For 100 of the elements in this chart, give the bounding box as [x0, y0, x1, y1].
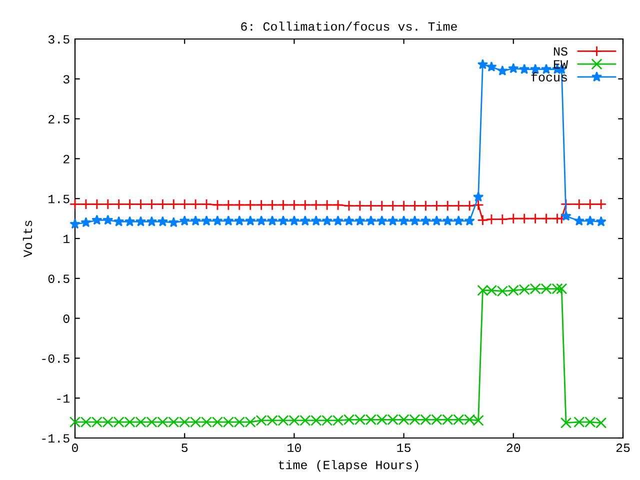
point — [366, 215, 376, 226]
point — [190, 215, 201, 226]
point — [114, 216, 124, 226]
point — [496, 214, 508, 225]
point — [146, 216, 158, 226]
point — [124, 198, 136, 210]
point — [409, 215, 420, 226]
point — [376, 200, 388, 212]
point — [222, 199, 234, 211]
point — [179, 215, 190, 226]
point — [486, 214, 498, 225]
y-tick-label: -1 — [57, 394, 70, 403]
y-tick-label: 0 — [63, 314, 70, 323]
point — [420, 200, 432, 212]
point — [212, 199, 224, 211]
point — [266, 215, 278, 226]
point — [388, 215, 398, 226]
point — [398, 200, 410, 212]
point — [288, 215, 300, 226]
point — [574, 215, 584, 226]
point — [477, 58, 488, 70]
point — [473, 191, 484, 202]
y-tick-label: 2.5 — [48, 114, 70, 124]
point — [80, 198, 92, 210]
legend-label: NS — [554, 47, 568, 56]
point — [518, 212, 530, 224]
point — [244, 199, 256, 211]
point — [168, 198, 180, 210]
point — [508, 62, 519, 74]
point — [530, 212, 541, 224]
x-tick-label: 5 — [182, 444, 188, 452]
point — [354, 200, 366, 212]
y-tick-label: 3 — [63, 75, 70, 84]
point — [266, 199, 278, 211]
point — [310, 215, 322, 226]
point — [453, 200, 464, 212]
x-tick-label: 0 — [72, 444, 78, 452]
point — [540, 212, 552, 224]
point — [322, 215, 332, 226]
legend-label: EW — [554, 60, 568, 68]
x-tick-label: 20 — [506, 444, 520, 452]
point — [596, 216, 606, 226]
point — [431, 215, 442, 226]
point — [201, 215, 212, 226]
point — [477, 214, 488, 226]
point — [560, 417, 572, 428]
y-tick-label: 0.5 — [48, 274, 70, 284]
point — [91, 198, 102, 210]
point — [278, 215, 289, 226]
point — [70, 218, 80, 229]
point — [256, 215, 267, 226]
y-axis-title: Volts — [22, 220, 32, 258]
point — [124, 216, 136, 226]
point — [288, 199, 300, 211]
point — [472, 199, 484, 211]
point — [376, 215, 388, 226]
point — [113, 198, 124, 210]
x-tick-label: 25 — [616, 444, 630, 452]
x-tick-label: 15 — [397, 444, 411, 452]
point — [146, 198, 158, 210]
point — [453, 215, 464, 226]
point — [442, 200, 454, 212]
point — [332, 199, 344, 211]
point — [157, 216, 168, 226]
point — [179, 198, 190, 210]
point — [332, 215, 344, 226]
point — [310, 199, 322, 211]
point — [387, 200, 398, 212]
point — [80, 216, 92, 228]
point — [102, 214, 114, 225]
point — [365, 200, 376, 212]
point — [442, 215, 453, 226]
chart-title: 6: Collimation/focus vs. Time — [241, 22, 457, 31]
y-tick-label: 3.5 — [48, 35, 70, 44]
point — [190, 198, 202, 210]
point — [245, 215, 256, 226]
point — [464, 200, 476, 212]
point — [212, 215, 223, 226]
y-tick-label: -0.5 — [42, 354, 70, 363]
point — [431, 200, 442, 212]
point — [168, 216, 179, 228]
point — [223, 215, 234, 226]
x-axis-title: time (Elapse Hours) — [278, 460, 418, 472]
point — [409, 200, 420, 212]
point — [69, 198, 81, 210]
point — [519, 64, 530, 74]
y-tick-label: -1.5 — [42, 434, 70, 443]
point — [157, 198, 168, 210]
y-tick-label: 1.5 — [48, 194, 70, 204]
point — [508, 212, 519, 224]
point — [322, 199, 333, 211]
x-tick-label: 10 — [288, 444, 301, 452]
point — [300, 199, 311, 211]
point — [343, 200, 355, 212]
point — [256, 199, 267, 211]
point — [584, 215, 596, 226]
point — [200, 198, 212, 210]
point — [354, 215, 366, 226]
point — [560, 210, 572, 221]
point — [584, 198, 596, 210]
